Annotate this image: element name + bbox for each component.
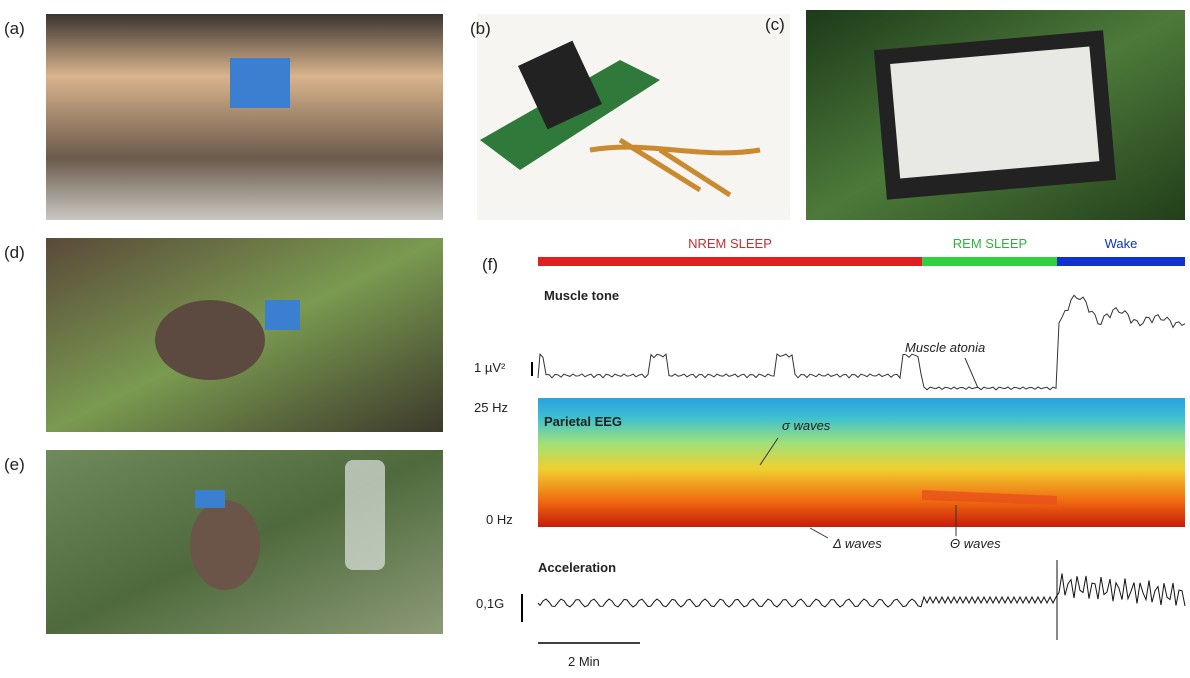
bottle: [345, 460, 385, 570]
stage-bar: [922, 257, 1057, 266]
scale-label: 0,1G: [476, 596, 504, 611]
arrow: [965, 358, 978, 388]
trace-title: Muscle tone: [544, 288, 619, 303]
axis-label: 25 Hz: [474, 400, 508, 415]
stage-label: Wake: [1105, 236, 1138, 251]
figure: (a) (b) (c) (d) (e) (f) NREM SLEEP REM S…: [0, 0, 1190, 673]
axis-label: 0 Hz: [486, 512, 513, 527]
annotation: σ waves: [782, 418, 831, 433]
annotation: Muscle atonia: [905, 340, 985, 355]
photo-a: [46, 14, 443, 220]
arrow: [810, 528, 828, 538]
vole: [190, 500, 260, 590]
panel-label: (e): [4, 455, 25, 474]
panel-label: (c): [765, 15, 785, 34]
muscle-trace: [538, 295, 1185, 390]
device: [230, 58, 290, 108]
panel-label: (b): [470, 19, 491, 38]
device: [195, 490, 225, 508]
stage-bar: [538, 257, 922, 266]
annotation: Δ waves: [832, 536, 882, 551]
trace-title: Parietal EEG: [544, 414, 622, 429]
stage-label: NREM SLEEP: [688, 236, 772, 251]
spectrogram: [538, 398, 1185, 527]
time-label: 2 Min: [568, 654, 600, 669]
device: [265, 300, 300, 330]
stage-bar: [1057, 257, 1185, 266]
scale-label: 1 µV²: [474, 360, 506, 375]
trace-title: Acceleration: [538, 560, 616, 575]
stage-label: REM SLEEP: [953, 236, 1027, 251]
panel-label: (a): [4, 19, 25, 38]
accel-trace: [538, 560, 1185, 640]
panel-label: (f): [482, 255, 498, 274]
vole: [155, 300, 265, 380]
annotation: Θ waves: [950, 536, 1001, 551]
screen: [890, 47, 1099, 179]
panel-label: (d): [4, 243, 25, 262]
